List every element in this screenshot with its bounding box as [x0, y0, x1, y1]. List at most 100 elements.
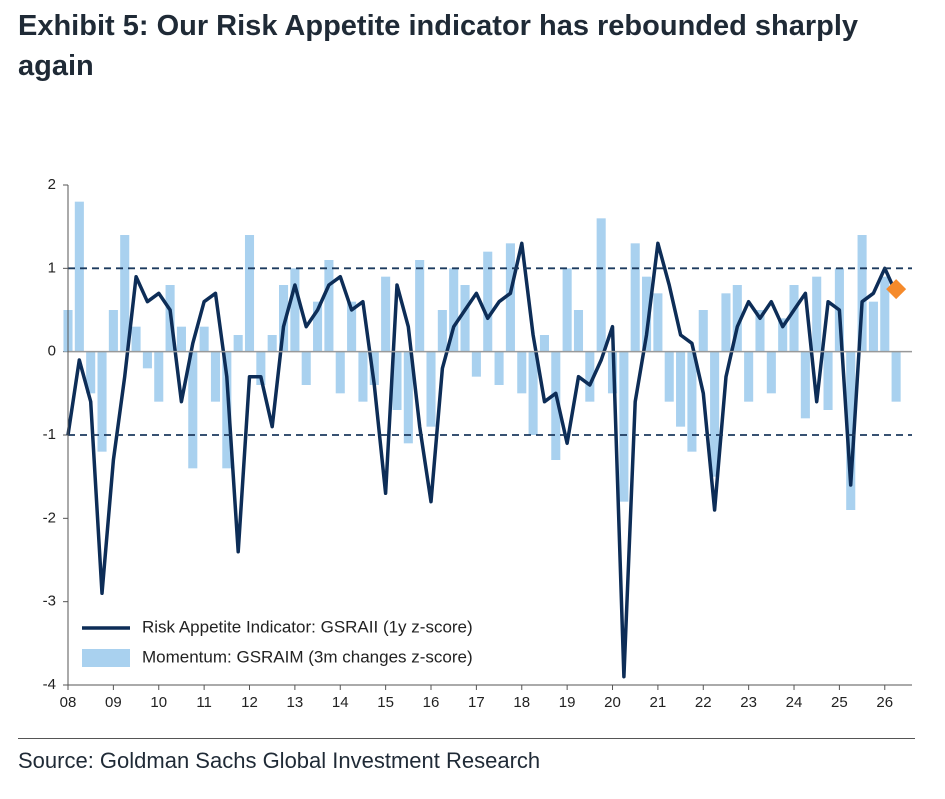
momentum-bar — [74, 201, 84, 352]
source-note: Source: Goldman Sachs Global Investment … — [18, 748, 541, 773]
momentum-bar — [381, 276, 391, 352]
momentum-bar — [698, 310, 708, 352]
momentum-bar — [823, 351, 833, 410]
legend-swatch — [82, 649, 130, 667]
momentum-bar — [324, 260, 334, 352]
x-tick-label: 14 — [332, 694, 349, 711]
momentum-bar — [120, 235, 130, 352]
momentum-bar — [86, 351, 96, 394]
momentum-bar — [732, 285, 742, 352]
momentum-bar — [176, 326, 186, 352]
momentum-bar — [290, 268, 300, 352]
x-tick-label: 26 — [876, 694, 893, 711]
momentum-bar — [585, 351, 595, 402]
momentum-bar — [846, 351, 856, 510]
momentum-bar — [596, 218, 606, 352]
momentum-bar — [256, 351, 266, 385]
momentum-bar — [199, 326, 209, 352]
momentum-bar — [313, 301, 323, 352]
momentum-bar — [868, 301, 878, 352]
y-tick-label: -3 — [43, 593, 56, 610]
separator — [18, 738, 915, 739]
y-tick-label: 2 — [48, 176, 56, 193]
momentum-bar — [460, 285, 470, 352]
momentum-bar — [687, 351, 697, 452]
x-tick-label: 08 — [60, 694, 77, 711]
momentum-bar — [188, 351, 198, 469]
momentum-bar — [335, 351, 345, 394]
x-tick-label: 18 — [513, 694, 530, 711]
momentum-bar — [471, 351, 481, 377]
x-tick-label: 11 — [196, 694, 212, 711]
legend-label: Momentum: GSRAIM (3m changes z-score) — [142, 647, 473, 666]
momentum-bar — [710, 351, 720, 477]
momentum-bar — [369, 351, 379, 385]
momentum-bar — [131, 326, 141, 352]
x-tick-label: 20 — [604, 694, 621, 711]
momentum-bar — [676, 351, 686, 427]
momentum-bar — [494, 351, 504, 385]
x-tick-label: 16 — [423, 694, 440, 711]
x-tick-label: 19 — [559, 694, 576, 711]
momentum-bar — [97, 351, 107, 452]
momentum-bar — [891, 351, 901, 402]
y-tick-label: 0 — [48, 343, 56, 360]
y-tick-label: 1 — [48, 259, 56, 276]
momentum-bar — [517, 351, 527, 394]
chart-title: Exhibit 5: Our Risk Appetite indicator h… — [18, 10, 859, 82]
momentum-bar — [233, 335, 243, 352]
momentum-bar — [755, 310, 765, 352]
momentum-bar — [562, 268, 572, 352]
momentum-bar — [403, 351, 413, 444]
momentum-bar — [778, 318, 788, 352]
momentum-bar — [279, 285, 289, 352]
x-tick-label: 15 — [377, 694, 394, 711]
momentum-bar — [721, 293, 731, 352]
momentum-bar — [483, 251, 493, 352]
momentum-bar — [800, 351, 810, 419]
momentum-bar — [437, 310, 447, 352]
x-tick-label: 13 — [287, 694, 304, 711]
latest-marker — [886, 279, 907, 300]
x-tick-label: 09 — [105, 694, 122, 711]
risk-line — [66, 241, 898, 679]
momentum-bar — [619, 351, 629, 502]
x-tick-label: 25 — [831, 694, 848, 711]
momentum-bar — [528, 351, 538, 435]
momentum-bar — [267, 335, 277, 352]
momentum-bar — [744, 351, 754, 402]
momentum-bar — [142, 351, 152, 369]
momentum-bar — [301, 351, 311, 385]
momentum-bar — [415, 260, 425, 352]
momentum-bar — [108, 310, 118, 352]
x-tick-label: 22 — [695, 694, 712, 711]
momentum-bar — [358, 351, 368, 402]
x-tick-label: 24 — [786, 694, 803, 711]
momentum-bar — [505, 243, 515, 352]
momentum-bar — [789, 285, 799, 352]
y-tick-label: -1 — [43, 426, 56, 443]
momentum-bar — [880, 276, 890, 352]
momentum-bar — [551, 351, 561, 460]
momentum-bar — [426, 351, 436, 427]
y-tick-label: -4 — [43, 676, 56, 693]
x-tick-label: 23 — [740, 694, 757, 711]
momentum-bar — [630, 243, 640, 352]
momentum-bar — [653, 293, 663, 352]
momentum-bar — [210, 351, 221, 402]
momentum-bar — [664, 351, 674, 402]
momentum-bar — [222, 351, 232, 469]
momentum-bar — [573, 310, 584, 352]
momentum-bar — [347, 301, 357, 352]
x-tick-label: 21 — [650, 694, 667, 711]
x-tick-label: 12 — [241, 694, 258, 711]
x-tick-label: 17 — [468, 694, 485, 711]
legend-label: Risk Appetite Indicator: GSRAII (1y z-sc… — [142, 617, 473, 636]
momentum-bar — [392, 351, 402, 410]
momentum-bar — [812, 276, 822, 352]
x-tick-label: 10 — [150, 694, 167, 711]
momentum-bar — [857, 235, 867, 352]
momentum-bar — [766, 351, 776, 394]
momentum-bar — [539, 335, 549, 352]
